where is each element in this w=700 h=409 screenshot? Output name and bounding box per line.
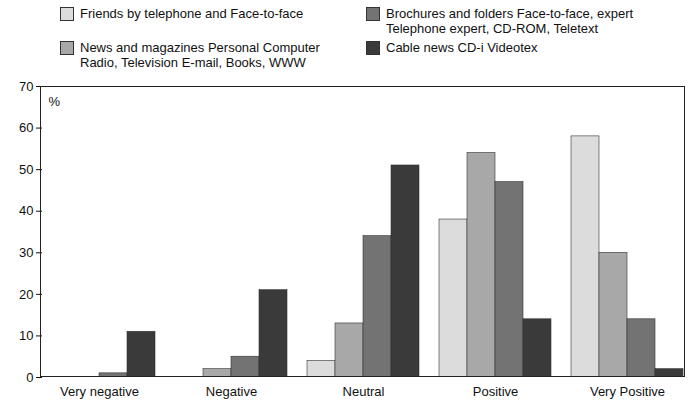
svg-text:60: 60	[19, 120, 33, 135]
html-text:Cable news CD-i Videotex: Cable news CD-i Videotex	[386, 40, 538, 55]
svg-text:Negative: Negative	[206, 384, 257, 399]
html-text:Friends by telephone and Face-: Friends by telephone and Face-to-face	[80, 6, 304, 21]
svg-text:Neutral: Neutral	[343, 384, 385, 399]
html-text:Brochures and folders Face-to-: Brochures and folders Face-to-face, expe…	[386, 6, 634, 36]
svg-text:30: 30	[19, 245, 33, 260]
html-text:News and magazines Personal Co: News and magazines Personal Computer Rad…	[80, 40, 320, 70]
svg-text:0: 0	[26, 370, 33, 385]
svg-text:70: 70	[19, 79, 33, 94]
svg-text:Very negative: Very negative	[60, 384, 139, 399]
svg-text:Positive: Positive	[473, 384, 519, 399]
svg-text:20: 20	[19, 287, 33, 302]
svg-text:40: 40	[19, 203, 33, 218]
svg-text:50: 50	[19, 162, 33, 177]
svg-text:%: %	[49, 94, 61, 109]
svg-text:10: 10	[19, 328, 33, 343]
svg-text:Very Positive: Very Positive	[590, 384, 665, 399]
